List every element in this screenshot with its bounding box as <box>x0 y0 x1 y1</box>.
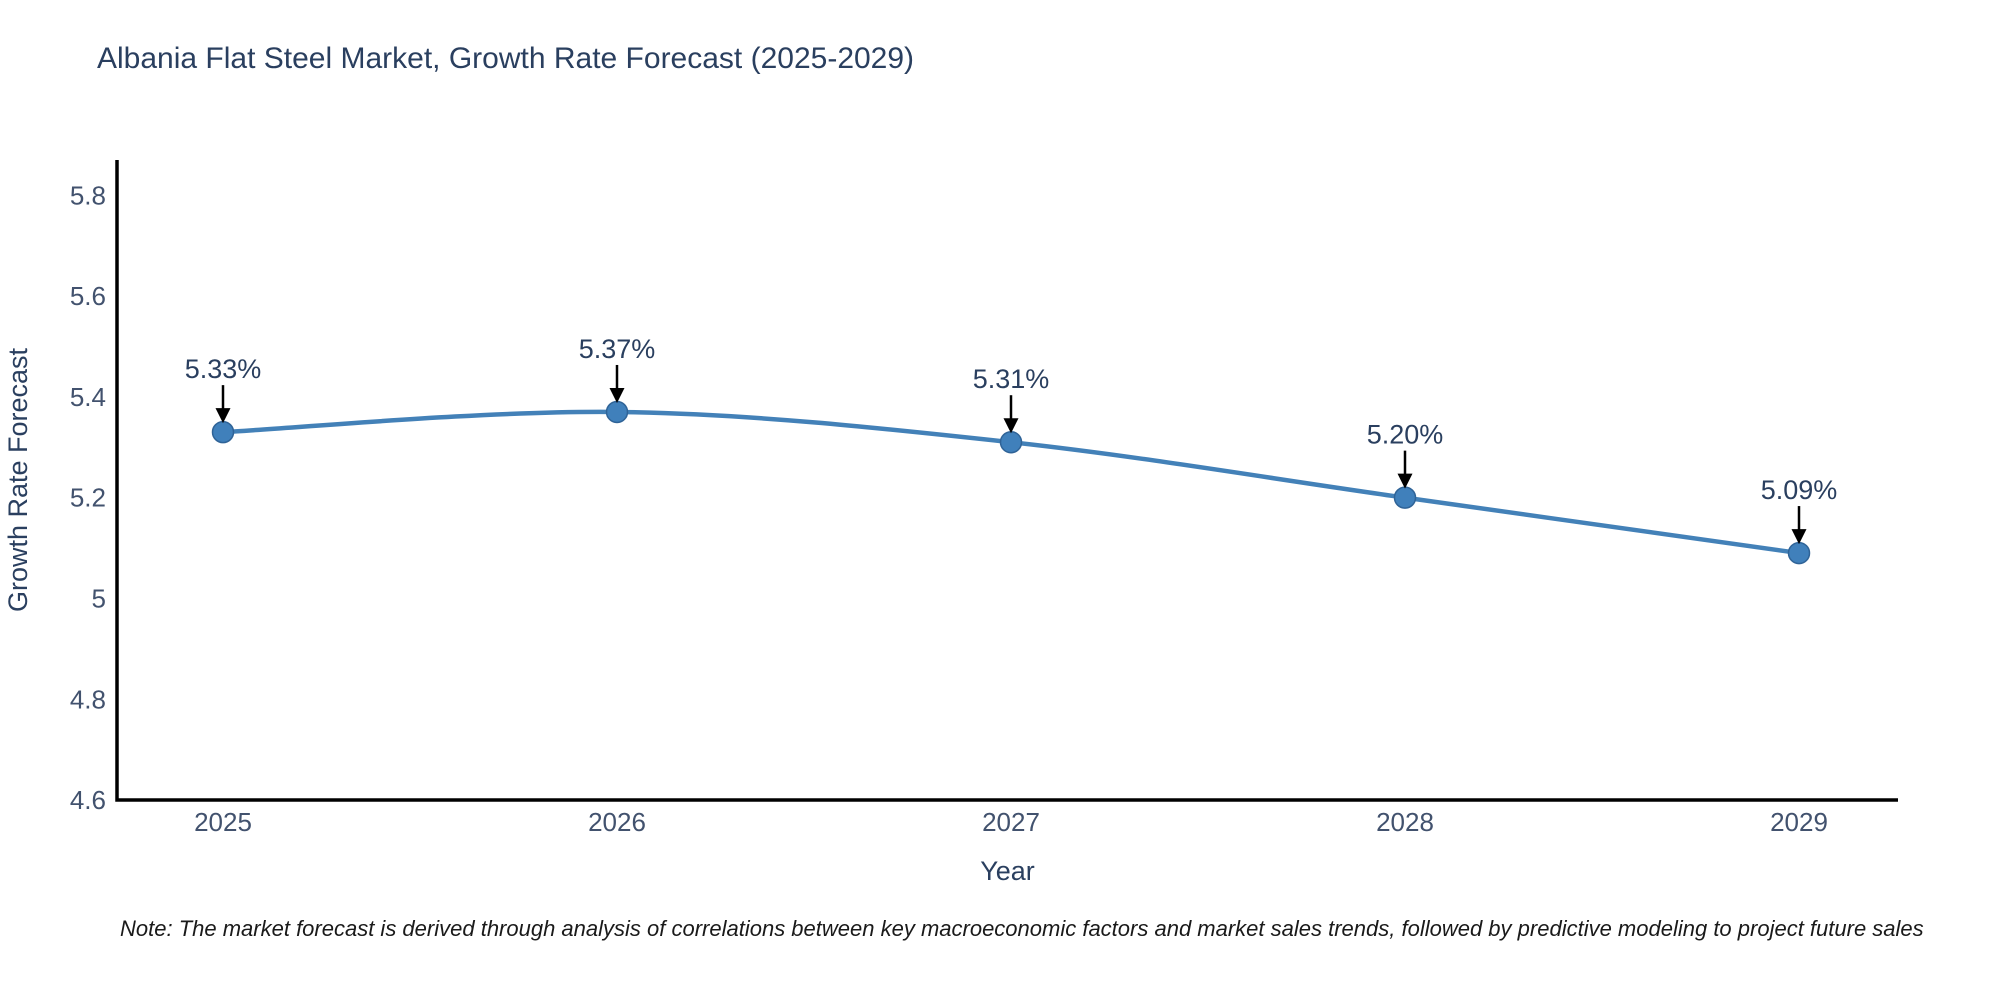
y-tick-label: 4.8 <box>70 684 106 714</box>
chart-title: Albania Flat Steel Market, Growth Rate F… <box>97 42 915 75</box>
axis-lines <box>115 160 1898 802</box>
annotation-arrowhead <box>1791 529 1807 545</box>
footnote: Note: The market forecast is derived thr… <box>120 916 1924 941</box>
annotation-arrowhead <box>1003 418 1019 434</box>
annotation-arrowhead <box>1397 473 1413 489</box>
y-tick-label: 4.6 <box>70 785 106 815</box>
y-tick-label: 5 <box>92 584 106 614</box>
x-tick-label: 2026 <box>588 807 646 837</box>
data-point-marker <box>211 420 235 444</box>
annotation-arrowhead <box>609 387 625 403</box>
annotation-label: 5.33% <box>185 354 262 384</box>
annotation-label: 5.31% <box>973 364 1050 394</box>
annotation-label: 5.20% <box>1367 420 1444 450</box>
x-tick-label: 2029 <box>1770 807 1828 837</box>
data-point-marker <box>1393 486 1417 509</box>
data-point-marker <box>999 430 1023 454</box>
x-tick-label: 2025 <box>194 807 252 837</box>
y-tick-label: 5.4 <box>70 382 106 412</box>
x-tick-label: 2027 <box>982 807 1040 837</box>
data-point-marker <box>1787 541 1811 565</box>
annotation-label: 5.37% <box>579 334 656 364</box>
y-tick-label: 5.6 <box>70 281 106 311</box>
y-tick-label: 5.2 <box>70 483 106 513</box>
y-axis-title: Growth Rate Forecast <box>3 347 33 612</box>
x-tick-label: 2028 <box>1376 807 1434 837</box>
annotation-arrowhead <box>215 408 231 424</box>
data-point-marker <box>605 400 629 424</box>
annotation-label: 5.09% <box>1761 475 1838 505</box>
x-axis-title: Year <box>980 856 1035 886</box>
y-tick-label: 5.8 <box>70 180 106 210</box>
